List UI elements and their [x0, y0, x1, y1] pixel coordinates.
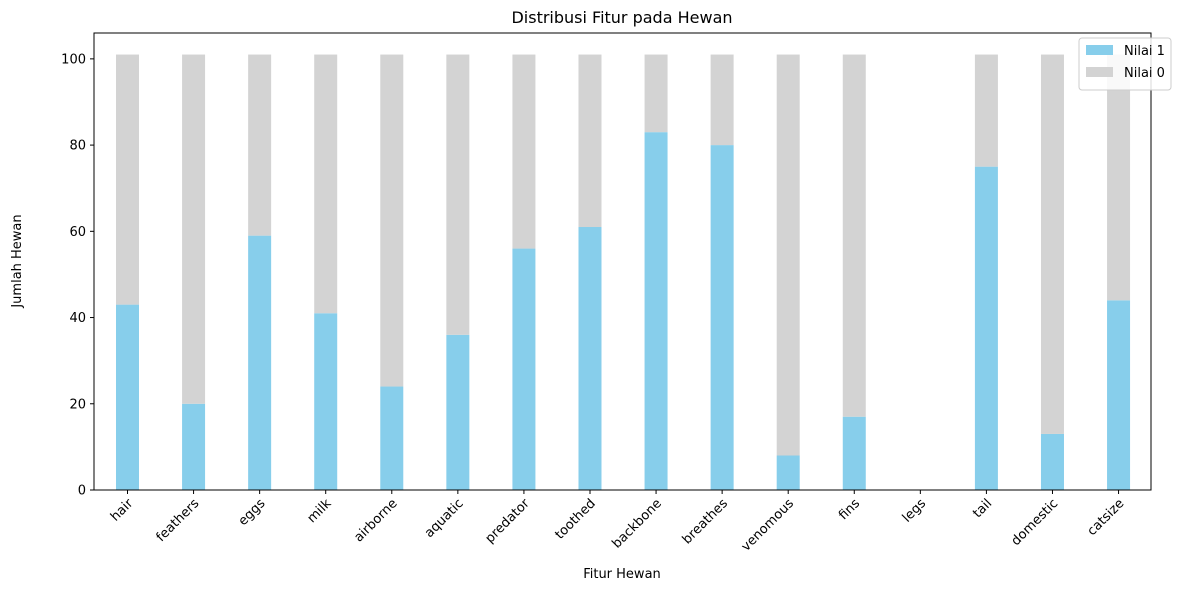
bar-eggs-nilai-1: [248, 235, 272, 490]
bar-venomous-nilai-1: [776, 455, 800, 490]
legend-label-nilai-1: Nilai 1: [1124, 44, 1165, 59]
bar-milk-nilai-0: [314, 54, 338, 314]
bar-eggs-nilai-0: [248, 54, 272, 236]
bar-airborne-nilai-0: [380, 54, 404, 387]
bar-fins-nilai-1: [842, 416, 866, 490]
bar-backbone-nilai-1: [644, 132, 668, 490]
bar-aquatic-nilai-1: [446, 334, 470, 490]
chart-title: Distribusi Fitur pada Hewan: [511, 8, 732, 27]
x-tick-label-toothed: toothed: [552, 496, 598, 542]
bar-predator-nilai-1: [512, 248, 536, 490]
x-tick-label-feathers: feathers: [154, 496, 203, 545]
bar-tail-nilai-0: [974, 54, 998, 167]
bar-toothed-nilai-1: [578, 227, 602, 490]
y-tick-label: 20: [69, 397, 86, 412]
bar-tail-nilai-1: [974, 166, 998, 490]
x-tick-label-venomous: venomous: [739, 496, 798, 555]
legend-swatch-nilai-0: [1086, 67, 1113, 77]
x-tick-label-catsize: catsize: [1085, 496, 1128, 539]
y-tick-label: 60: [69, 225, 86, 240]
x-tick-label-airborne: airborne: [351, 496, 400, 545]
x-tick-label-legs: legs: [900, 496, 930, 526]
y-axis: 0 20 40 60 80 100: [61, 52, 94, 499]
bar-breathes-nilai-1: [710, 145, 734, 490]
legend: Nilai 1 Nilai 0: [1078, 37, 1172, 91]
bar-fins-nilai-0: [842, 54, 866, 417]
bar-hair-nilai-1: [116, 304, 139, 490]
legend-label-nilai-0: Nilai 0: [1124, 66, 1165, 81]
x-axis: hair feathers eggs milk airborne aquatic preda…: [108, 490, 1127, 555]
y-axis-label: Jumlah Hewan: [10, 214, 25, 308]
bar-catsize-nilai-1: [1107, 300, 1131, 490]
bar-breathes-nilai-0: [710, 54, 734, 146]
x-tick-label-eggs: eggs: [236, 496, 269, 529]
y-tick-label: 80: [69, 139, 86, 154]
x-tick-label-hair: hair: [108, 496, 137, 525]
x-tick-label-milk: milk: [305, 496, 335, 526]
x-tick-label-predator: predator: [483, 496, 534, 547]
y-tick-label: 40: [69, 311, 86, 326]
x-tick-label-aquatic: aquatic: [422, 496, 467, 541]
bars-group: [116, 54, 1131, 490]
legend-swatch-nilai-1: [1086, 45, 1113, 55]
bar-hair-nilai-0: [116, 54, 139, 305]
bar-milk-nilai-1: [314, 313, 338, 490]
y-tick-label: 100: [61, 52, 86, 67]
bar-feathers-nilai-0: [182, 54, 206, 404]
bar-backbone-nilai-0: [644, 54, 668, 133]
bar-feathers-nilai-1: [182, 403, 206, 490]
bar-airborne-nilai-1: [380, 386, 404, 490]
bar-domestic-nilai-0: [1040, 54, 1064, 434]
bar-catsize-nilai-0: [1107, 54, 1131, 301]
plot-frame: [93, 32, 1152, 491]
bar-predator-nilai-0: [512, 54, 536, 249]
bar-domestic-nilai-1: [1040, 433, 1064, 490]
x-tick-label-breathes: breathes: [680, 496, 731, 547]
x-tick-label-fins: fins: [836, 496, 863, 523]
bar-venomous-nilai-0: [776, 54, 800, 456]
bar-toothed-nilai-0: [578, 54, 602, 228]
x-tick-label-backbone: backbone: [609, 496, 664, 551]
x-tick-label-domestic: domestic: [1009, 496, 1062, 549]
y-tick-label: 0: [78, 484, 86, 499]
x-axis-label: Fitur Hewan: [583, 567, 661, 582]
bar-aquatic-nilai-0: [446, 54, 470, 335]
x-tick-label-tail: tail: [970, 496, 995, 521]
